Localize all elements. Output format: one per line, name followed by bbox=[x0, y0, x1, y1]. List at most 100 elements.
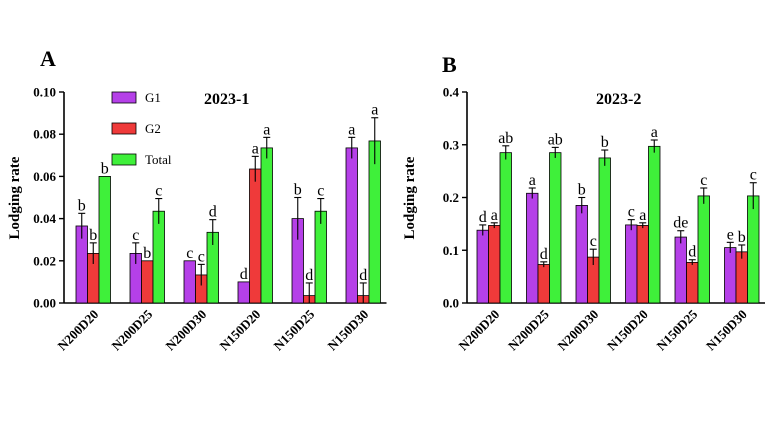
panel-a-bar-g2-n150d20 bbox=[249, 168, 262, 304]
panel-b-title: 2023-2 bbox=[596, 91, 641, 108]
panel-b-y-axis-label: Lodging rate bbox=[402, 156, 418, 239]
panel-b-category-label: N200D30 bbox=[555, 307, 602, 354]
legend-swatch-g1 bbox=[111, 91, 137, 104]
panel-a-label: A bbox=[40, 46, 56, 71]
panel-b-bar-g1-n150d25 bbox=[674, 236, 687, 304]
panel-a-significance-letter: c bbox=[186, 245, 193, 262]
panel-b-bar-total-n200d30 bbox=[598, 157, 611, 304]
panel-b-y-tick-label: 0.0 bbox=[443, 296, 459, 311]
panel-b-significance-letter: d bbox=[479, 209, 487, 226]
panel-a-significance-letter: c bbox=[317, 183, 324, 200]
panel-b-category-label: N150D20 bbox=[604, 307, 651, 354]
panel-b-significance-letter: a bbox=[651, 124, 658, 141]
legend-label-g1: G1 bbox=[145, 90, 161, 105]
panel-b-bar-total-n200d25 bbox=[549, 152, 562, 304]
panel-b-bar-g1-n150d20 bbox=[625, 224, 638, 304]
panel-a-significance-letter: b bbox=[78, 197, 86, 214]
panel-a-significance-letter: b bbox=[101, 160, 109, 177]
panel-b-significance-letter: c bbox=[628, 204, 635, 221]
panel-a-significance-letter: a bbox=[348, 121, 355, 138]
panel-a-significance-letter: d bbox=[359, 267, 367, 284]
panel-b-bar-g2-n150d20 bbox=[636, 225, 649, 304]
panel-b-significance-letter: ab bbox=[548, 131, 563, 148]
panel-b-bar-total-n150d30 bbox=[747, 195, 760, 304]
panel-b-significance-letter: a bbox=[639, 207, 646, 224]
panel-a-bar-g1-n150d20 bbox=[237, 281, 250, 304]
panel-a-category-label: N150D25 bbox=[271, 306, 318, 353]
panel-b-significance-letter: d bbox=[540, 246, 548, 263]
panel-a-legend: G1 G2 Total bbox=[111, 90, 172, 167]
panel-b-significance-letter: d bbox=[688, 244, 696, 261]
panel-a-category-label: N150D20 bbox=[217, 307, 264, 354]
panel-b-y-tick-label: 0.2 bbox=[443, 190, 459, 205]
panel-b-chart: B 2023-2 Lodging rate 0.00.10.20.30.4d aa… bbox=[402, 52, 765, 353]
panel-b-y-tick-label: 0.3 bbox=[443, 137, 460, 152]
panel-b-bar-total-n200d20 bbox=[499, 152, 512, 304]
panel-a-category-label: N200D25 bbox=[109, 306, 156, 353]
panel-a-bar-total-n200d20 bbox=[98, 175, 111, 304]
panel-b-y-tick-label: 0.4 bbox=[443, 85, 460, 100]
panel-b-category-label: N200D25 bbox=[505, 306, 552, 353]
panel-b-significance-letter: c bbox=[750, 167, 757, 184]
panel-a-category-label: N150D30 bbox=[325, 307, 372, 354]
panel-a-significance-letter: a bbox=[252, 140, 259, 157]
panel-a-significance-letter: c bbox=[132, 227, 139, 244]
panel-b-significance-letter: b bbox=[738, 229, 746, 246]
panel-b-category-label: N200D20 bbox=[456, 307, 503, 354]
panel-a-y-tick-label: 0.10 bbox=[33, 85, 56, 100]
panel-a-bar-total-n200d25 bbox=[152, 210, 165, 304]
panel-a-chart: A 2023-1 Lodging rate G1 G2 Total 0.00 0.02… bbox=[7, 46, 387, 353]
panel-b-significance-letter: a bbox=[529, 172, 536, 189]
panel-b-category-label: N150D30 bbox=[703, 307, 750, 354]
panel-a-significance-letter: b bbox=[143, 245, 151, 262]
panel-b-significance-letter: b bbox=[601, 134, 609, 151]
panel-a-significance-letter: c bbox=[155, 183, 162, 200]
panel-b-bar-g1-n200d30 bbox=[575, 205, 588, 304]
panel-a-y-tick-label: 0.04 bbox=[33, 211, 56, 226]
legend-label-g2: G2 bbox=[145, 121, 161, 136]
panel-b-significance-letter: c bbox=[700, 172, 707, 189]
panel-a-significance-letter: d bbox=[240, 266, 248, 283]
panel-b-significance-letter: a bbox=[491, 207, 498, 224]
panel-b-significance-letter: e bbox=[727, 226, 734, 243]
panel-a-y-tick-label: 0.02 bbox=[33, 253, 56, 268]
panel-a-category-label: N200D30 bbox=[163, 307, 210, 354]
panel-b-bar-g2-n200d20 bbox=[488, 225, 501, 304]
panel-b-bar-total-n150d20 bbox=[648, 145, 661, 304]
panel-b-bar-g1-n150d30 bbox=[724, 247, 737, 304]
panel-a-significance-letter: b bbox=[89, 227, 97, 244]
panel-a-significance-letter: c bbox=[198, 248, 205, 265]
panel-b-bar-total-n150d25 bbox=[697, 195, 710, 304]
panel-b-y-tick-label: 0.1 bbox=[443, 243, 459, 258]
legend-label-total: Total bbox=[145, 152, 172, 167]
panel-a-bar-g2-n200d25 bbox=[141, 260, 154, 304]
legend-swatch-g2 bbox=[111, 122, 137, 135]
panel-b-significance-letter: de bbox=[673, 215, 688, 232]
panel-a-bar-total-n150d30 bbox=[368, 140, 381, 304]
panel-b-bar-g2-n150d30 bbox=[735, 251, 748, 304]
panel-b-bar-g2-n150d25 bbox=[686, 261, 699, 304]
panel-b-category-label: N150D25 bbox=[654, 306, 701, 353]
panel-a-bar-g1-n150d30 bbox=[345, 147, 358, 304]
panel-a-significance-letter: d bbox=[209, 204, 217, 221]
panel-b-significance-letter: ab bbox=[498, 130, 513, 147]
panel-a-significance-letter: a bbox=[263, 121, 270, 138]
panel-a-title: 2023-1 bbox=[204, 91, 249, 108]
panel-a-significance-letter: b bbox=[294, 182, 302, 199]
panel-b-label: B bbox=[442, 52, 457, 77]
panel-a-y-tick-label: 0.08 bbox=[33, 127, 56, 142]
panel-a-y-tick-label: 0.06 bbox=[33, 169, 56, 184]
panel-b-significance-letter: c bbox=[590, 233, 597, 250]
panel-a-bar-g1-n200d30 bbox=[183, 260, 196, 304]
panel-a-significance-letter: a bbox=[371, 102, 378, 119]
panel-a-bar-total-n150d20 bbox=[260, 147, 273, 304]
legend-swatch-total bbox=[111, 153, 137, 166]
panel-a-significance-letter: d bbox=[305, 267, 313, 284]
panel-a-y-axis-label: Lodging rate bbox=[7, 156, 23, 239]
panel-a-bar-total-n150d25 bbox=[314, 210, 327, 304]
panel-b-bar-g1-n200d20 bbox=[476, 229, 489, 304]
panel-b-bar-g1-n200d25 bbox=[526, 192, 539, 304]
panel-b-bar-g2-n200d25 bbox=[537, 264, 550, 304]
panel-a-category-label: N200D20 bbox=[55, 307, 102, 354]
